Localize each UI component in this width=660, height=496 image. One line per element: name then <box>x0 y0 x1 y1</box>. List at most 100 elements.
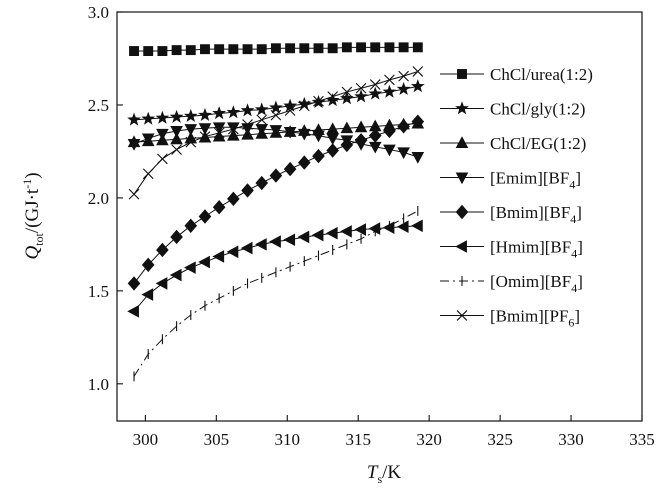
data-point <box>283 233 296 247</box>
data-point <box>227 191 240 207</box>
x-tick-label: 300 <box>133 430 159 449</box>
data-point <box>184 261 196 274</box>
data-point <box>368 141 382 154</box>
data-point <box>410 79 425 93</box>
data-point <box>368 119 382 132</box>
legend-item: [Emim][BF4] <box>440 169 581 192</box>
plot-frame <box>116 11 643 422</box>
data-point <box>397 119 410 134</box>
legend-label: [Bmim][BF4] <box>490 203 582 226</box>
y-tick-label: 2.5 <box>88 96 109 115</box>
data-point <box>269 168 283 183</box>
legend-item: [Bmim][BF4] <box>440 203 582 226</box>
data-point <box>412 66 424 77</box>
series-layer <box>127 42 425 382</box>
data-point <box>242 119 253 130</box>
data-point <box>368 128 382 143</box>
data-point <box>255 175 269 191</box>
data-point <box>297 230 310 244</box>
data-point <box>128 188 140 200</box>
data-point <box>354 120 368 133</box>
legend: ChCl/urea(1:2) ChCl/gly(1:2) ChCl/EG(1:2) [… <box>440 65 593 330</box>
legend-marker <box>455 136 469 148</box>
data-point <box>327 43 338 54</box>
series-6 <box>127 219 423 318</box>
data-point <box>255 124 269 136</box>
data-point <box>127 112 141 126</box>
data-point <box>214 44 225 55</box>
data-point <box>285 43 296 54</box>
data-point <box>326 143 339 158</box>
data-point <box>183 108 198 122</box>
data-point <box>240 241 253 255</box>
data-point <box>142 168 154 180</box>
y-tick-label: 3.0 <box>88 3 109 22</box>
data-point <box>169 268 182 282</box>
legend-item: ChCl/gly(1:2) <box>440 100 585 119</box>
data-point <box>241 123 254 135</box>
data-point <box>340 91 354 105</box>
data-point <box>198 255 210 269</box>
ticks-layer: 300 305 310 315 320 325 330 335 1.0 1.5 2.0 2.5 3.0 <box>88 3 655 449</box>
data-point <box>212 106 227 120</box>
y-tick-label: 1.5 <box>88 282 109 301</box>
data-point <box>170 229 183 245</box>
legend-marker <box>455 172 469 185</box>
data-point <box>369 79 381 90</box>
data-point <box>171 45 182 56</box>
data-point <box>269 235 281 248</box>
data-point <box>169 109 184 123</box>
data-point <box>212 122 226 135</box>
data-point <box>283 161 297 177</box>
data-point <box>313 43 324 54</box>
data-point <box>297 155 311 170</box>
data-point <box>170 132 183 145</box>
legend-label: [Omim][BF4] <box>490 272 583 295</box>
data-point <box>326 133 339 146</box>
legend-label: [Bmim][PF6] <box>490 307 580 330</box>
data-point <box>184 218 198 233</box>
data-point <box>212 200 226 215</box>
series-5 <box>127 114 425 291</box>
data-point <box>141 257 155 273</box>
series-7 <box>133 205 419 382</box>
data-point <box>340 225 352 238</box>
x-tick-label: 315 <box>345 430 371 449</box>
data-point <box>325 226 338 240</box>
data-point <box>256 44 267 55</box>
data-point <box>370 42 381 53</box>
data-point <box>341 86 353 98</box>
data-point <box>313 95 324 107</box>
data-point <box>398 70 409 82</box>
data-point <box>155 110 170 124</box>
data-point <box>213 127 225 139</box>
data-point <box>155 277 168 290</box>
data-point <box>283 126 297 139</box>
data-point <box>325 93 340 107</box>
data-point <box>397 147 410 160</box>
data-point <box>226 245 239 259</box>
data-point <box>226 105 241 119</box>
data-point <box>382 84 397 98</box>
data-point <box>355 82 367 94</box>
x-tick-label: 310 <box>275 430 301 449</box>
data-point <box>411 219 423 233</box>
data-point <box>297 128 311 141</box>
x-tick-label: 335 <box>629 430 655 449</box>
data-point <box>382 221 395 234</box>
legend-marker <box>455 240 467 253</box>
data-point <box>283 98 297 112</box>
data-point <box>254 238 267 251</box>
legend-item: ChCl/EG(1:2) <box>440 134 586 153</box>
data-point <box>170 126 183 138</box>
legend-marker <box>455 204 469 220</box>
legend-label: ChCl/EG(1:2) <box>490 134 586 153</box>
x-tick-label: 305 <box>204 430 230 449</box>
data-point <box>127 139 141 151</box>
legend-marker <box>456 310 468 321</box>
data-point <box>368 86 383 100</box>
data-point <box>312 148 325 164</box>
data-point <box>411 114 425 129</box>
data-point <box>199 131 211 142</box>
